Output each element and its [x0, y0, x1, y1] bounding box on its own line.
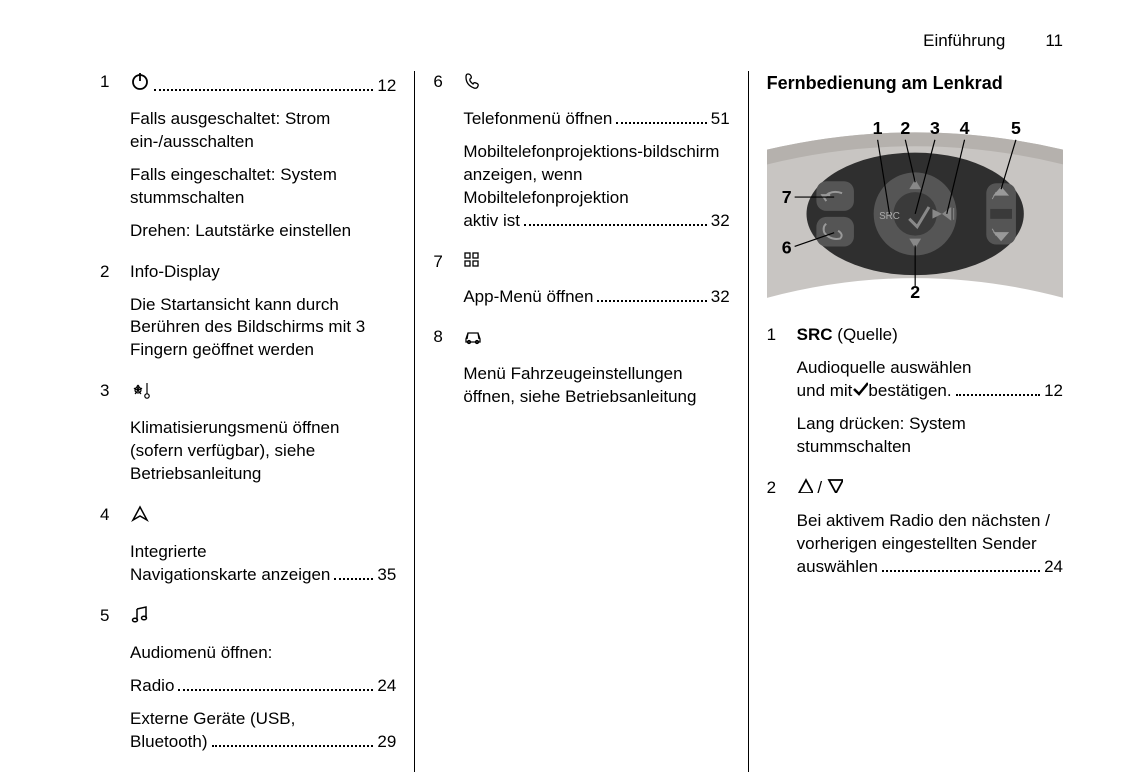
leader-dots: [524, 210, 707, 225]
nav-icon: [130, 504, 150, 531]
column-2: 6 Telefonmenü öffnen 51 Mobiltelefonproj…: [414, 71, 748, 772]
leader-text: App-Menü öffnen: [463, 286, 593, 309]
item-description: Die Startansicht kann durch Berühren des…: [130, 294, 396, 363]
callout-6: 6: [781, 238, 791, 258]
item-number: 7: [433, 251, 451, 319]
header-page-number: 11: [1045, 30, 1063, 53]
apps-icon: [463, 251, 481, 276]
item-description: Bei aktivem Radio den nächsten / vorheri…: [797, 510, 1063, 556]
item-number: 4: [100, 504, 118, 597]
item-5: 5 Audiomenü öffnen: Radio 24 Externe Ger…: [100, 605, 396, 764]
item-2: 2 Info-Display Die Startansicht kann dur…: [100, 261, 396, 373]
item-description: bestätigen.: [868, 380, 951, 403]
leader-text: Bluetooth): [130, 731, 208, 754]
leader-dots: [597, 286, 706, 301]
item-4: 4 Integrierte Navigationskarte anzeigen …: [100, 504, 396, 597]
item-title: /: [797, 477, 1063, 500]
content-columns: 1 12 Falls ausgeschaltet: Strom ein-/aus…: [100, 71, 1063, 772]
item-number: 8: [433, 326, 451, 419]
header-title: Einführung: [923, 30, 1005, 53]
page-ref: 51: [711, 108, 730, 131]
item-description: und mit: [797, 380, 853, 403]
item-title: Info-Display: [130, 261, 396, 284]
page-ref: 12: [377, 75, 396, 98]
section-title: Fernbedienung am Lenkrad: [767, 71, 1063, 95]
leader-dots: [334, 565, 373, 580]
item-description: Navigationskarte anzeigen: [130, 564, 330, 587]
page-ref: 35: [377, 564, 396, 587]
callout-1: 1: [872, 118, 882, 138]
item-description: Drehen: Lautstärke einstellen: [130, 220, 396, 243]
item-number: 5: [100, 605, 118, 764]
item-number: 3: [100, 380, 118, 496]
remote-item-1: 1 SRC (Quelle) Audioquelle auswählen und…: [767, 324, 1063, 469]
item-description: Lang drücken: System stummschalten: [797, 413, 1063, 459]
remote-item-2: 2 / Bei aktivem Radio den nächsten / vor…: [767, 477, 1063, 589]
item-description: Falls eingeschaltet: System stummschalte…: [130, 164, 396, 210]
leader-text: aktiv ist: [463, 210, 520, 233]
page-ref: 32: [711, 286, 730, 309]
leader-dots: [956, 381, 1040, 396]
power-icon: [130, 71, 150, 98]
steering-wheel-diagram: SRC 1 2: [767, 109, 1063, 299]
callout-2b: 2: [910, 282, 920, 299]
column-3: Fernbedienung am Lenkrad SRC: [749, 71, 1063, 772]
leader-dots: [178, 675, 373, 690]
item-description: auswählen: [797, 556, 878, 579]
leader-text: Radio: [130, 675, 174, 698]
triangle-up-icon: [797, 477, 813, 500]
item-6: 6 Telefonmenü öffnen 51 Mobiltelefonproj…: [433, 71, 729, 243]
callout-4: 4: [959, 118, 969, 138]
callout-2: 2: [900, 118, 910, 138]
check-icon: [852, 380, 868, 403]
page-ref: 24: [377, 675, 396, 698]
item-description: Audioquelle auswählen: [797, 357, 1063, 380]
page-ref: 24: [1044, 556, 1063, 579]
climate-icon: [130, 380, 152, 407]
item-number: 6: [433, 71, 451, 243]
leader-dots: [212, 731, 374, 746]
item-description: Integrierte: [130, 541, 396, 564]
page-header: Einführung 11: [100, 30, 1063, 53]
item-description: Audiomenü öffnen:: [130, 642, 396, 665]
car-icon: [463, 326, 483, 353]
leader-text: Telefonmenü öffnen: [463, 108, 612, 131]
item-title: SRC (Quelle): [797, 324, 1063, 347]
item-description: Menü Fahrzeugeinstellungen öffnen, siehe…: [463, 363, 729, 409]
leader-dots: [154, 76, 373, 91]
triangle-down-icon: [827, 477, 843, 500]
leader-text: Mobiltelefonprojektions-bildschirm anzei…: [463, 141, 729, 210]
item-7: 7 App-Menü öffnen 32: [433, 251, 729, 319]
callout-7: 7: [781, 187, 791, 207]
item-description: Falls ausgeschaltet: Strom ein-/ausschal…: [130, 108, 396, 154]
item-number: 2: [767, 477, 785, 589]
callout-5: 5: [1011, 118, 1021, 138]
page-ref: 32: [711, 210, 730, 233]
music-icon: [130, 605, 150, 632]
item-number: 1: [767, 324, 785, 469]
column-1: 1 12 Falls ausgeschaltet: Strom ein-/aus…: [100, 71, 414, 772]
item-8: 8 Menü Fahrzeugeinstellungen öffnen, sie…: [433, 326, 729, 419]
leader-dots: [616, 109, 706, 124]
item-1: 1 12 Falls ausgeschaltet: Strom ein-/aus…: [100, 71, 396, 253]
callout-3: 3: [930, 118, 940, 138]
item-number: 2: [100, 261, 118, 373]
leader-text: Externe Geräte (USB,: [130, 708, 396, 731]
item-description: Klimatisierungsmenü öffnen (sofern verfü…: [130, 417, 396, 486]
page-ref: 12: [1044, 380, 1063, 403]
phone-icon: [463, 71, 483, 98]
page-ref: 29: [377, 731, 396, 754]
item-3: 3 Klimatisierungsmenü öffnen (sofern ver…: [100, 380, 396, 496]
leader-dots: [882, 556, 1040, 571]
item-number: 1: [100, 71, 118, 253]
